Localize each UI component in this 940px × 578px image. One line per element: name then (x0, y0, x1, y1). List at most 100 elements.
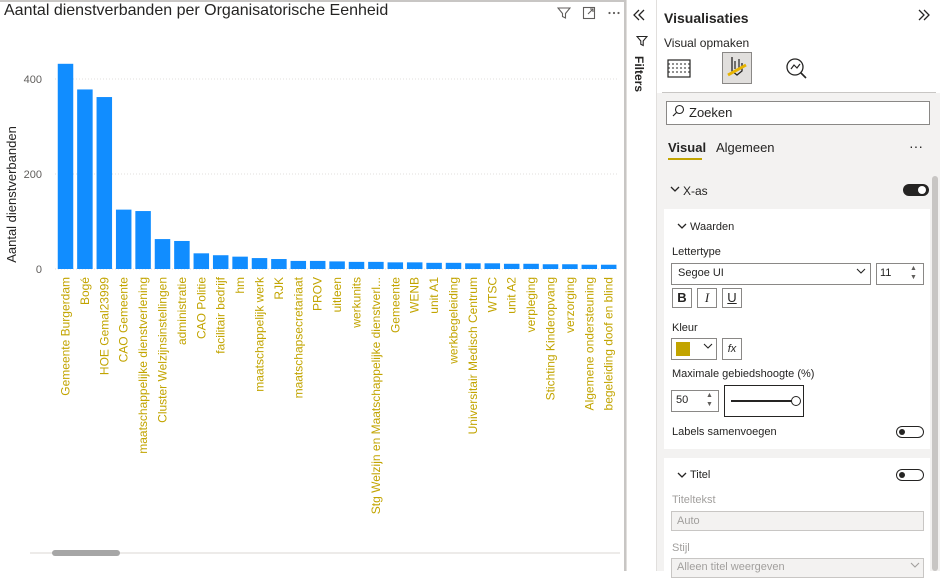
bar[interactable] (600, 264, 617, 269)
horizontal-scroll-track (30, 552, 620, 554)
labels-samenvoegen-label: Labels samenvoegen (672, 426, 777, 438)
titeltekst-input[interactable] (671, 511, 924, 531)
toggle-knob (899, 429, 905, 435)
bar[interactable] (57, 63, 74, 269)
bar[interactable] (77, 89, 93, 269)
section-xas-label[interactable]: X-as (683, 184, 708, 198)
chevron-down-icon (856, 266, 866, 278)
double-chevron-right-icon[interactable] (917, 8, 931, 27)
spinner-icon[interactable]: ▲ ▼ (910, 265, 917, 281)
bar[interactable] (465, 263, 481, 269)
active-tab-underline (668, 158, 702, 160)
max-height-input[interactable] (671, 390, 719, 412)
bar[interactable] (309, 260, 326, 269)
font-family-value: Segoe UI (678, 267, 724, 279)
font-size-input[interactable] (876, 263, 924, 285)
x-tick-label: Cluster Welzijnsinstellingen (156, 277, 170, 423)
bar[interactable] (484, 263, 501, 269)
bar[interactable] (581, 264, 598, 269)
bar[interactable] (154, 239, 171, 269)
underline-button[interactable]: U (722, 288, 742, 308)
x-tick-label: Bogé (78, 277, 92, 305)
bar[interactable] (542, 264, 559, 269)
bar[interactable] (96, 97, 113, 269)
chevron-down-icon[interactable] (677, 471, 687, 482)
chart-visual[interactable] (0, 0, 626, 571)
bar[interactable] (406, 262, 423, 269)
bar[interactable] (503, 263, 520, 269)
x-tick-label: Universitair Medisch Centrum (466, 277, 480, 434)
double-chevron-left-icon[interactable] (632, 8, 646, 27)
tab-algemeen[interactable]: Algemeen (716, 140, 775, 155)
bar[interactable] (251, 258, 268, 269)
analytics-icon[interactable] (781, 52, 811, 84)
conditional-formatting-button[interactable]: fx (722, 338, 742, 360)
x-tick-label: verzorging (563, 277, 577, 333)
x-tick-label: unit A2 (505, 277, 519, 314)
bar[interactable] (562, 264, 578, 269)
slider-track (731, 400, 797, 402)
x-tick-label: Gemeente (388, 277, 402, 333)
toggle-knob (899, 472, 905, 478)
bar[interactable] (329, 261, 345, 269)
y-tick-label: 400 (24, 74, 42, 86)
chevron-down-icon[interactable] (677, 222, 687, 233)
x-tick-label: werkbegeleiding (447, 277, 461, 365)
more-options-button[interactable]: ··· (909, 138, 923, 154)
bar[interactable] (348, 261, 365, 269)
chevron-down-icon[interactable] (670, 185, 680, 196)
bar[interactable] (135, 211, 151, 269)
bar[interactable] (426, 262, 442, 269)
titel-label[interactable]: Titel (690, 469, 711, 481)
font-family-dropdown[interactable] (671, 263, 871, 285)
search-input[interactable] (666, 101, 930, 125)
funnel-icon (635, 35, 649, 50)
filters-label[interactable]: Filters (632, 56, 646, 93)
bar[interactable] (193, 253, 210, 269)
chevron-down-icon (910, 560, 920, 572)
bar[interactable] (271, 259, 287, 269)
italic-button[interactable]: I (697, 288, 717, 308)
x-tick-label: facilitair bedrijf (214, 276, 228, 353)
x-tick-label: WENB (408, 277, 422, 313)
spinner-icon[interactable]: ▲ ▼ (706, 392, 713, 408)
x-tick-label: WTSC (485, 277, 499, 313)
format-visual-tab[interactable] (722, 52, 752, 84)
bar[interactable] (387, 262, 404, 269)
divider (662, 92, 936, 93)
max-height-value: 50 (676, 394, 689, 406)
x-tick-label: werkunits (350, 277, 364, 329)
filter-icon[interactable] (556, 6, 572, 22)
bar[interactable] (212, 255, 229, 269)
waarden-label[interactable]: Waarden (690, 221, 735, 233)
bar[interactable] (174, 240, 190, 269)
x-tick-label: CAO Gemeente (117, 277, 131, 363)
vertical-scrollbar[interactable] (932, 176, 938, 571)
filters-pane-collapsed[interactable] (626, 0, 657, 571)
more-options-icon[interactable] (606, 6, 622, 22)
x-tick-label: Algemene ondersteuning (582, 277, 596, 410)
x-tick-label: begeleiding doof en blind (602, 277, 616, 410)
x-tick-label: Stg Welzijn en Maatschappelijke dienstve… (369, 277, 383, 514)
x-tick-label: maatschappelijke dienstverlening (136, 277, 150, 454)
horizontal-scrollbar[interactable] (52, 550, 120, 556)
slider-thumb[interactable] (791, 396, 801, 406)
pane-title: Visualisaties (664, 10, 749, 26)
bar[interactable] (232, 256, 248, 269)
color-swatch (676, 342, 690, 356)
bold-button[interactable]: B (672, 288, 692, 308)
build-visual-icon[interactable] (664, 52, 694, 84)
x-tick-label: CAO Politie (194, 277, 208, 339)
bar[interactable] (523, 263, 539, 269)
font-size-value: 11 (880, 267, 892, 279)
y-tick-label: 200 (24, 169, 42, 181)
bar[interactable] (115, 209, 132, 269)
focus-mode-icon[interactable] (581, 6, 597, 22)
search-placeholder: Zoeken (689, 105, 733, 120)
bar[interactable] (368, 261, 384, 269)
tab-visual[interactable]: Visual (668, 140, 707, 155)
y-axis-title: Aantal dienstverbanden (4, 126, 19, 263)
bar[interactable] (445, 262, 462, 269)
x-tick-label: HOE Gemal23999 (97, 277, 111, 375)
bar[interactable] (290, 260, 307, 269)
